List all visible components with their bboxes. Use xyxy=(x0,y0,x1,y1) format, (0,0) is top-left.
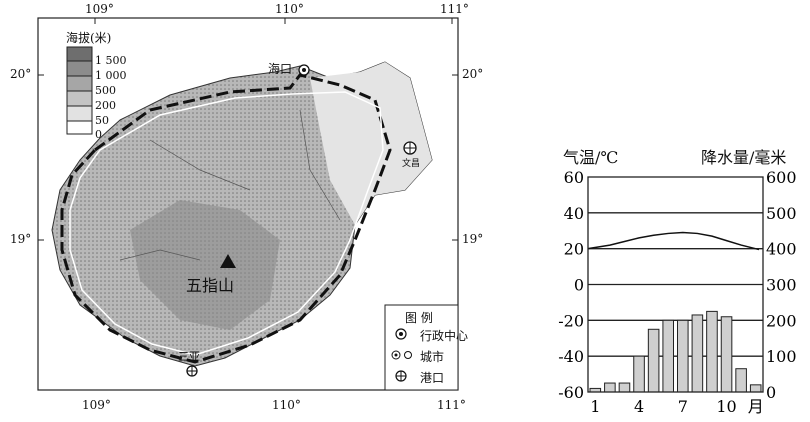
left-tick-label: -20 xyxy=(558,311,584,330)
precipitation-bar xyxy=(633,355,645,393)
place-sanya: 三亚 xyxy=(178,350,200,363)
climate-chart: 气温/℃ 降水量/毫米 60 600 40 500 20 400 0 300 -20 200 -40… xyxy=(555,140,810,418)
elevation-level: 50 xyxy=(95,114,109,127)
ring-railway xyxy=(60,73,392,364)
precipitation-bar xyxy=(618,382,631,393)
right-tick-label: 200 xyxy=(766,311,797,330)
lowland-east xyxy=(310,62,432,225)
port-icon xyxy=(403,141,417,155)
elevation-level: 1 500 xyxy=(95,54,127,67)
lon-label: 109° xyxy=(82,398,111,412)
rivers xyxy=(119,109,341,261)
port-icon xyxy=(395,370,407,382)
right-tick-label: 300 xyxy=(766,276,797,295)
admin-center-icon xyxy=(395,328,407,340)
x-tick-label: 1 xyxy=(590,397,600,416)
mountain-peak-icon xyxy=(220,254,236,268)
city-icon xyxy=(391,350,412,360)
x-unit-label: 月 xyxy=(748,397,764,416)
admin-center-icon xyxy=(298,64,310,76)
elevation-level: 200 xyxy=(95,99,116,112)
left-tick-label: 60 xyxy=(564,168,584,187)
right-tick-label: 500 xyxy=(766,204,797,223)
legend-label: 城市 xyxy=(420,350,445,364)
precipitation-bar xyxy=(706,310,718,393)
lon-label: 110° xyxy=(272,398,301,412)
right-axis-label: 降水量/毫米 xyxy=(701,148,787,167)
lat-label: 20° xyxy=(462,67,484,81)
right-tick-label: 400 xyxy=(766,240,797,259)
place-wuzhishan: 五指山 xyxy=(186,276,235,295)
right-tick-label: 100 xyxy=(766,347,797,366)
precipitation-bar xyxy=(677,319,689,393)
left-tick-label: 20 xyxy=(564,240,584,259)
left-axis-label: 气温/℃ xyxy=(563,148,619,167)
elevation-level: 1 000 xyxy=(95,69,127,82)
precipitation-bar xyxy=(604,382,616,393)
x-tick-label: 4 xyxy=(634,397,644,416)
precipitation-bar xyxy=(720,316,733,393)
precipitation-bar xyxy=(647,328,660,393)
elevation-level: 0 xyxy=(95,128,102,141)
left-tick-label: -40 xyxy=(558,347,584,366)
lon-label: 111° xyxy=(440,2,469,16)
x-tick-label: 7 xyxy=(678,397,688,416)
elevation-legend-swatches xyxy=(66,46,93,135)
precipitation-bar xyxy=(691,314,704,393)
port-icon xyxy=(186,365,198,377)
lat-label: 19° xyxy=(10,232,32,246)
precipitation-bar xyxy=(749,384,762,393)
island-map xyxy=(37,17,459,391)
highland-center xyxy=(130,200,280,330)
right-tick-label: 600 xyxy=(766,168,797,187)
plot-frame xyxy=(587,176,764,393)
lon-label: 109° xyxy=(85,2,114,16)
elevation-level: 500 xyxy=(95,84,116,97)
legend-title: 图 例 xyxy=(405,311,433,325)
left-tick-label: -60 xyxy=(558,383,584,402)
legend-label: 港口 xyxy=(420,371,445,385)
left-tick-label: 0 xyxy=(574,276,584,295)
lon-label: 111° xyxy=(437,398,466,412)
elevation-legend-title: 海拔(米) xyxy=(66,31,112,45)
place-wenchang: 文昌 xyxy=(402,159,421,169)
right-tick-label: 0 xyxy=(766,383,776,402)
place-haikou: 海口 xyxy=(268,62,293,76)
lat-label: 20° xyxy=(10,67,32,81)
left-tick-label: 40 xyxy=(564,204,584,223)
precipitation-bar xyxy=(662,319,674,393)
map: 109° 110° 111° 109° 110° 111° 20° 19° 20… xyxy=(10,2,483,412)
x-tick-label: 10 xyxy=(716,397,736,416)
temperature-line xyxy=(587,231,760,251)
highway xyxy=(69,91,384,356)
lat-label: 19° xyxy=(462,232,484,246)
legend-label: 行政中心 xyxy=(420,329,469,343)
map-frame xyxy=(37,17,459,391)
lon-label: 110° xyxy=(275,2,304,16)
precipitation-bar xyxy=(735,368,747,393)
chart-svg: 60 600 40 500 20 400 0 300 -20 200 -40 100 -60 0 1 4 7 10… xyxy=(558,168,797,416)
